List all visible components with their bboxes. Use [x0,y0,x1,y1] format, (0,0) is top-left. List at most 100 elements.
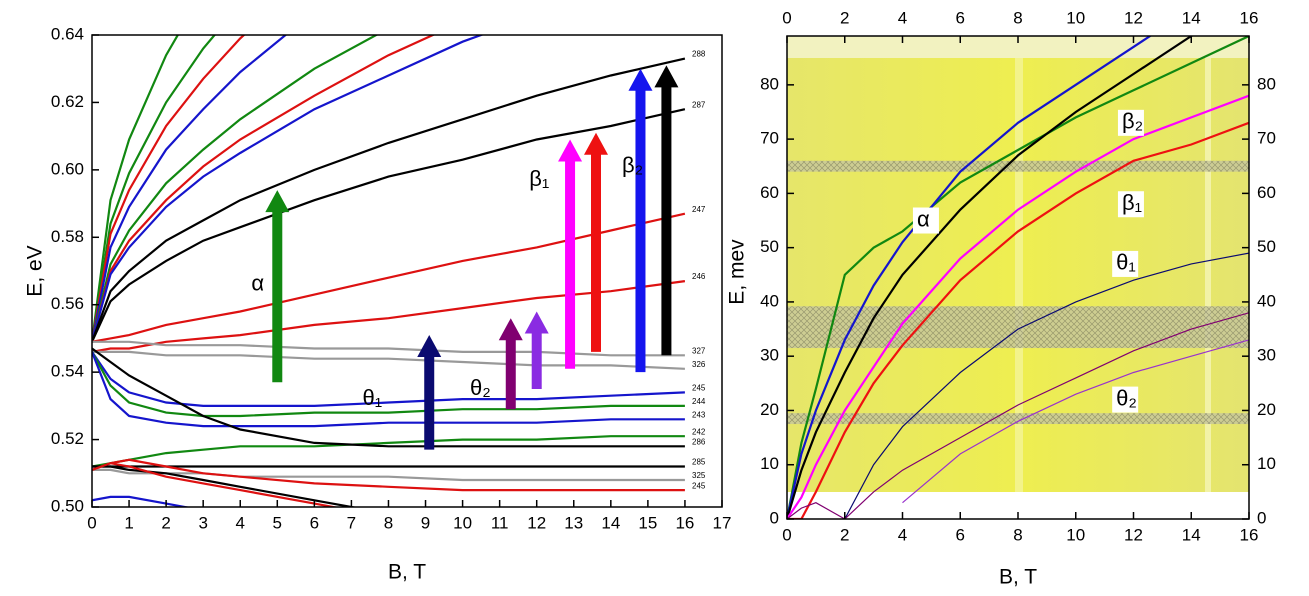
x-tick-label: 4 [898,525,907,544]
x2-tick-label: 10 [1066,8,1085,27]
annotation-box [1112,250,1139,277]
annotation: α [917,206,930,231]
x-tick-label: 0 [782,525,791,544]
x-tick-label: 10 [1066,525,1085,544]
series-line [787,312,1249,519]
x-tick-label: 7 [347,513,356,532]
y2-tick-label: 50 [1257,237,1276,256]
y-tick-label: 0.54 [51,362,84,381]
annotation: β₂ [622,152,643,177]
y2-tick-label: 20 [1257,400,1276,419]
level-label: 242 [692,427,706,436]
series-line [92,35,485,343]
transition-arrow [417,335,442,450]
x-tick-label: 12 [527,513,546,532]
x-tick-label: 12 [1124,525,1143,544]
plot-frame [91,34,723,508]
series-line [787,36,1194,519]
annotation-box [1112,386,1139,413]
y-tick-label: 0.52 [51,429,84,448]
series-line [92,35,246,342]
x-tick-label: 16 [675,513,694,532]
masked-band [787,413,1249,425]
y2-tick-label: 0 [1257,508,1266,527]
level-label: 288 [692,50,706,59]
annotation: θ₁ [363,385,383,410]
transition-arrow [524,311,549,389]
series-line [787,36,1153,519]
x-tick-label: 6 [310,513,319,532]
level-label: 287 [692,100,706,109]
x-tick-label: 15 [638,513,657,532]
transition-arrow [584,132,608,352]
x-tick-label: 16 [1240,525,1259,544]
y-tick-label: 60 [760,183,779,202]
x-tick-label: 17 [713,513,732,532]
x2-tick-label: 16 [1240,8,1259,27]
y-tick-label: 0 [770,508,779,527]
level-label: 246 [692,272,706,281]
level-label: 245 [692,481,706,490]
x2-tick-label: 0 [782,8,791,27]
x-tick-label: 6 [956,525,965,544]
x-tick-label: 5 [273,513,282,532]
x2-tick-label: 6 [956,8,965,27]
transition-arrow [265,190,290,383]
level-label: 247 [692,205,706,214]
plot-area [92,35,686,507]
y-tick-label: 0.58 [51,227,84,246]
series-line [902,339,1249,504]
x2-tick-label: 2 [840,8,849,27]
x-axis-title: B, T [388,561,426,584]
heatmap-background [787,36,1249,519]
y-tick-label: 20 [760,400,779,419]
level-label: 326 [692,360,706,369]
annotation-box [1117,109,1144,136]
annotation: θ₂ [470,375,491,400]
series-line [92,347,685,448]
y-tick-label: 0.50 [51,496,84,515]
level-label: 244 [692,397,706,406]
x-tick-label: 14 [1182,525,1201,544]
y2-tick-label: 30 [1257,346,1276,365]
x-tick-label: 8 [384,513,393,532]
y2-tick-label: 70 [1257,129,1276,148]
y-tick-label: 0.56 [51,294,84,313]
y-tick-label: 70 [760,129,779,148]
annotation-box [1117,191,1144,218]
series-line [92,57,686,343]
series-line [92,351,685,407]
level-label: 286 [692,437,706,446]
series-line [92,495,191,507]
series-line [92,351,685,428]
y2-tick-label: 10 [1257,454,1276,473]
y-tick-label: 80 [760,74,779,93]
level-label: 285 [692,458,706,467]
series-line [92,462,340,507]
x-tick-label: 0 [87,513,96,532]
masked-band [787,160,1249,172]
series-line [92,468,685,482]
y2-tick-label: 60 [1257,183,1276,202]
y-tick-label: 30 [760,346,779,365]
annotation: θ₁ [1116,250,1136,275]
level-label: 325 [692,471,706,480]
x-tick-label: 14 [601,513,620,532]
y2-tick-label: 80 [1257,74,1276,93]
series-line [92,435,685,468]
transition-arrow [558,139,583,369]
y-tick-label: 0.62 [51,92,84,111]
series-line [92,35,180,342]
level-label: 245 [692,383,706,392]
transition-arrow [628,68,653,373]
transition-arrow [654,65,679,356]
x-axis-title: B, T [999,566,1037,589]
x-tick-label: 4 [236,513,245,532]
series-line [92,458,685,492]
x-tick-label: 8 [1013,525,1022,544]
annotation: θ₂ [1116,385,1137,410]
annotation: β₂ [1122,109,1143,134]
masked-band [787,306,1249,349]
series-line [92,35,288,343]
